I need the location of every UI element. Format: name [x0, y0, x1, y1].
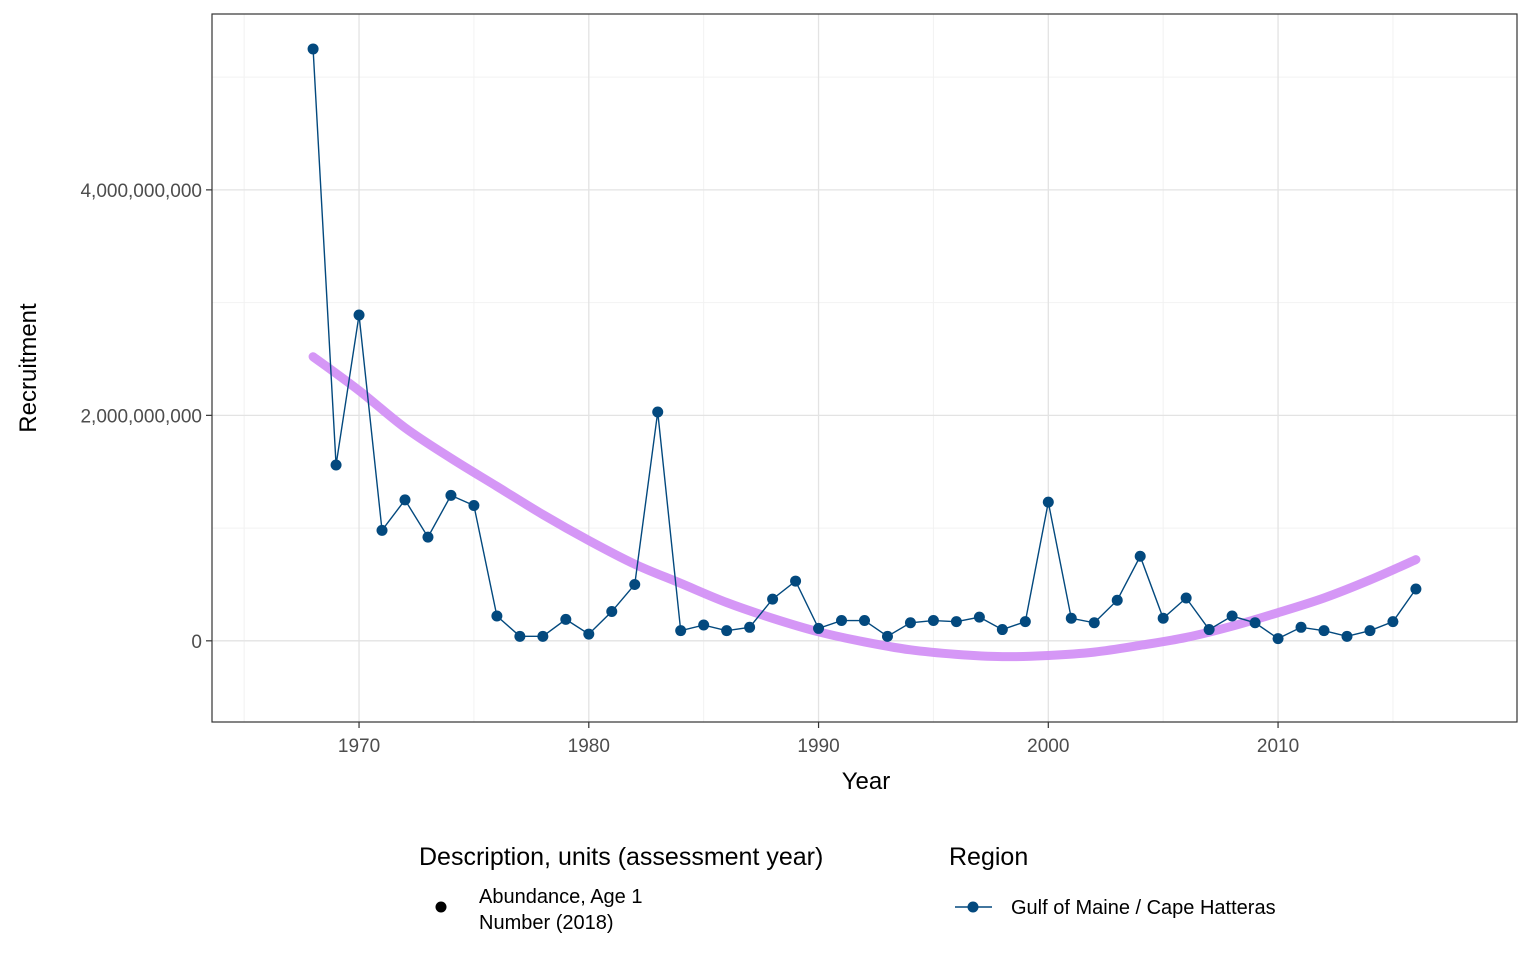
data-point — [1249, 617, 1261, 629]
data-point — [675, 625, 687, 637]
data-point — [445, 489, 457, 501]
data-point — [491, 610, 503, 622]
data-point — [652, 406, 664, 418]
data-point — [813, 622, 825, 634]
y-tick-label: 0 — [191, 632, 202, 653]
y-axis-title: Recruitment — [15, 303, 42, 433]
data-point — [560, 613, 572, 625]
data-point — [1387, 616, 1399, 628]
data-point — [927, 615, 939, 627]
data-point — [744, 621, 756, 633]
legend-region-label: Gulf of Maine / Cape Hatteras — [1011, 897, 1276, 919]
data-point — [973, 611, 985, 623]
data-point — [1088, 617, 1100, 629]
data-point — [1318, 625, 1330, 637]
data-point — [698, 619, 710, 631]
x-axis-title: Year — [842, 768, 891, 795]
data-point — [1157, 612, 1169, 624]
x-tick-label: 1980 — [568, 736, 610, 757]
panel-border — [211, 13, 1518, 723]
data-point — [790, 575, 802, 587]
trend-curve — [308, 352, 1421, 662]
x-tick-label: 1970 — [338, 736, 380, 757]
legend-description-label-line1: Abundance, Age 1 — [479, 886, 642, 908]
data-point — [537, 630, 549, 642]
y-tick-label: 2,000,000,000 — [80, 406, 202, 427]
data-point — [583, 628, 595, 640]
legend-description-title: Description, units (assessment year) — [419, 843, 823, 871]
data-point — [330, 459, 342, 471]
data-point — [836, 615, 848, 627]
data-point — [307, 43, 319, 55]
data-point — [468, 500, 480, 512]
data-point — [881, 630, 893, 642]
x-tick-label: 2010 — [1257, 736, 1299, 757]
data-point — [1111, 594, 1123, 606]
data-point — [1272, 633, 1284, 645]
data-point — [399, 494, 411, 506]
data-point — [859, 615, 870, 627]
data-point — [1410, 583, 1422, 595]
x-tick-label: 2000 — [1027, 736, 1069, 757]
legend-description-label-line2: Number (2018) — [479, 912, 614, 934]
grid-lines — [212, 14, 1517, 722]
data-point — [422, 531, 434, 543]
data-point — [1226, 610, 1238, 622]
data-point — [1134, 550, 1146, 562]
y-tick-label: 4,000,000,000 — [80, 181, 202, 202]
legend-region: Region Gulf of Maine / Cape Hatteras — [949, 843, 1276, 919]
axes: 1970 1980 1990 2000 2010 0 2,000,000,000 4,000,… — [80, 181, 1299, 757]
data-point — [904, 617, 916, 629]
data-point — [1364, 625, 1376, 637]
data-point — [1341, 630, 1353, 642]
data-point — [1019, 616, 1031, 628]
data-point — [1203, 624, 1215, 636]
data-point — [376, 524, 388, 536]
data-point — [767, 593, 779, 605]
data-point — [514, 630, 526, 642]
data-point — [606, 606, 618, 618]
data-point — [1065, 612, 1077, 624]
data-point — [1180, 592, 1192, 604]
x-tick-label: 1990 — [797, 736, 839, 757]
legend-description-key — [435, 901, 447, 913]
legend-region-title: Region — [949, 843, 1028, 871]
series-layer — [307, 43, 1422, 645]
trend-layer — [308, 352, 1421, 662]
data-point — [353, 309, 365, 321]
data-point — [996, 624, 1008, 636]
data-point — [721, 625, 733, 637]
legend-region-key-point — [967, 901, 979, 913]
data-point — [1042, 496, 1054, 508]
data-point — [950, 616, 962, 628]
data-point — [629, 578, 641, 590]
data-point — [1295, 621, 1307, 633]
legend-description: Description, units (assessment year) Abu… — [419, 843, 823, 934]
